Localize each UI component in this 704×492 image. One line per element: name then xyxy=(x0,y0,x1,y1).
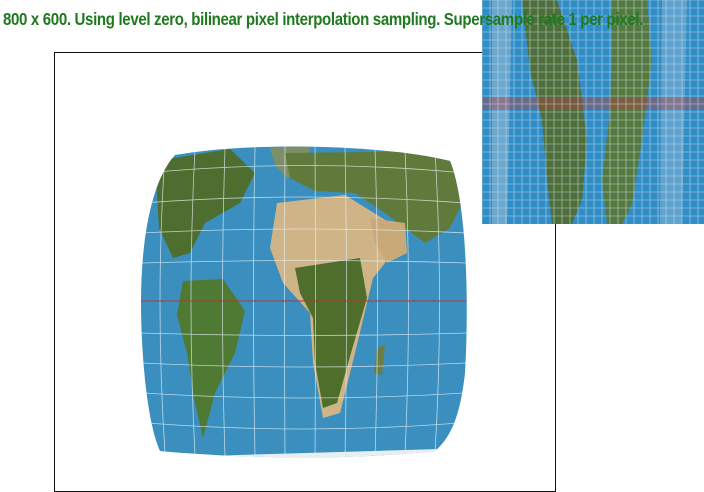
render-viewport[interactable] xyxy=(54,52,556,492)
landmass-south-america xyxy=(177,279,245,438)
pixel-inspector-zoom xyxy=(482,0,704,224)
landmass-central-africa xyxy=(295,258,367,408)
landmass-north-america xyxy=(155,149,255,258)
graticule xyxy=(141,146,467,458)
world-map-render xyxy=(141,146,467,458)
status-message: 800 x 600. Using level zero, bilinear pi… xyxy=(3,9,643,29)
landmass-arabia xyxy=(370,218,407,263)
landmass-antarctica xyxy=(141,448,467,458)
zoom-pixels xyxy=(482,0,704,224)
zoom-pixel-grid xyxy=(482,0,704,224)
zoom-highlight-row xyxy=(482,97,704,110)
